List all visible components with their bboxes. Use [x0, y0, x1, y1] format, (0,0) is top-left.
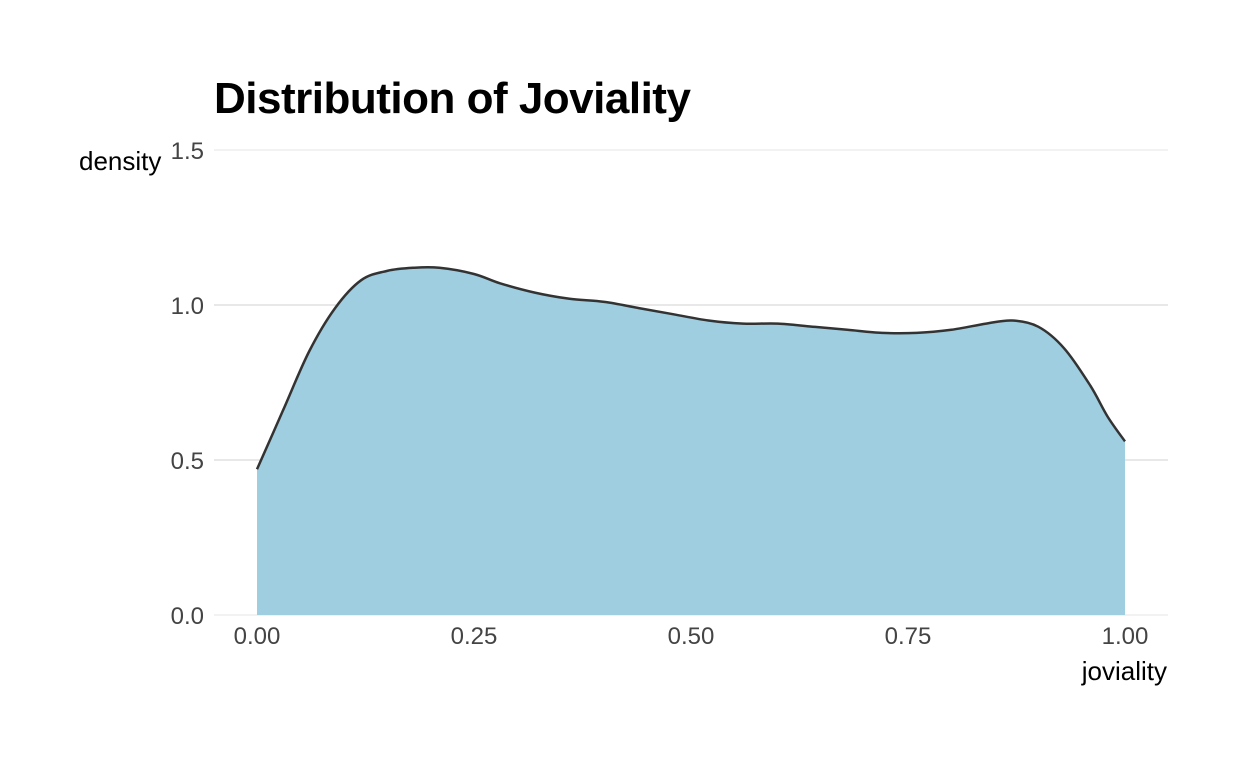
density-area: [257, 267, 1125, 615]
y-axis-ticks: 0.0 0.5 1.0 1.5: [171, 138, 204, 630]
density-line: [255, 265, 1127, 470]
y-tick-label: 1.5: [171, 138, 204, 165]
x-tick-label: 1.00: [1102, 623, 1149, 650]
chart-title: Distribution of Joviality: [214, 74, 691, 123]
y-tick-label: 0.0: [171, 603, 204, 630]
x-axis-label: joviality: [1081, 656, 1167, 686]
x-tick-label: 0.50: [668, 623, 715, 650]
x-tick-label: 0.00: [234, 623, 281, 650]
x-tick-label: 0.25: [451, 623, 498, 650]
y-axis-label: density: [79, 146, 162, 176]
x-tick-label: 0.75: [885, 623, 932, 650]
x-axis-ticks: 0.00 0.25 0.50 0.75 1.00: [234, 623, 1149, 650]
y-tick-label: 0.5: [171, 448, 204, 475]
y-tick-label: 1.0: [171, 293, 204, 320]
